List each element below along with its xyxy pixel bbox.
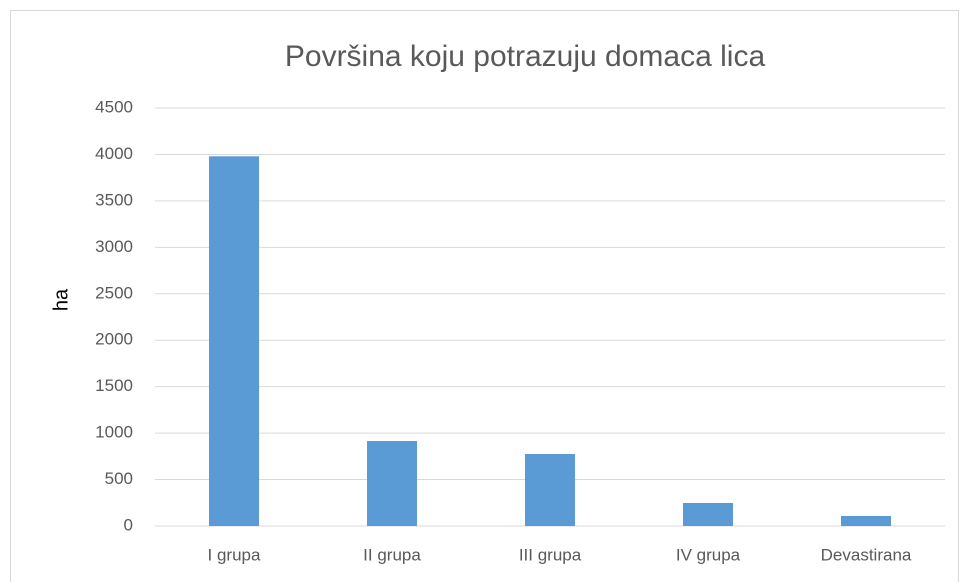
chart-border — [10, 10, 959, 582]
bar — [209, 156, 259, 526]
chart-title: Površina koju potrazuju domaca lica — [285, 40, 766, 73]
y-tick-label: 4500 — [95, 97, 133, 116]
y-tick-label: 1000 — [95, 423, 133, 442]
x-tick-label: III grupa — [519, 545, 582, 564]
y-tick-label: 2000 — [95, 330, 133, 349]
y-tick-label: 2500 — [95, 283, 133, 302]
x-tick-label: IV grupa — [676, 545, 741, 564]
y-tick-label: 3000 — [95, 237, 133, 256]
bar — [525, 454, 575, 526]
bar — [367, 441, 417, 526]
x-tick-label: Devastirana — [821, 545, 912, 564]
y-tick-label: 500 — [105, 469, 133, 488]
bar — [683, 502, 733, 526]
x-tick-label: II grupa — [363, 545, 421, 564]
y-tick-label: 3500 — [95, 190, 133, 209]
y-tick-label: 4000 — [95, 144, 133, 163]
y-tick-label: 1500 — [95, 376, 133, 395]
bar — [841, 515, 891, 526]
x-tick-label: I grupa — [208, 545, 261, 564]
y-axis-label: ha — [50, 288, 72, 311]
y-tick-label: 0 — [124, 515, 133, 534]
